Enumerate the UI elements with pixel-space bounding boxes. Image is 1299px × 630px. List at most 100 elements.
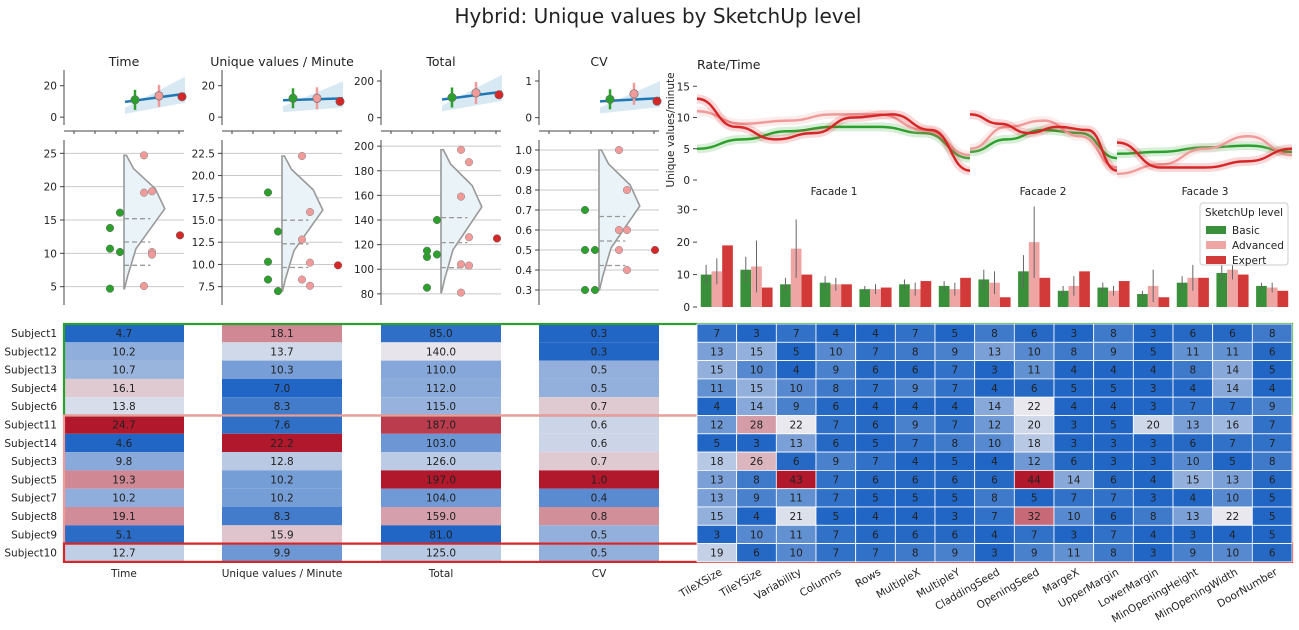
param-cell-value: 5 [713, 438, 720, 450]
bar-expert [722, 245, 733, 307]
cell-value: 19.1 [112, 511, 135, 523]
series-line [696, 97, 971, 172]
row-label: Subject1 [11, 328, 57, 340]
param-cell-value: 18 [710, 456, 723, 468]
param-cell-value: 6 [872, 474, 879, 486]
cell-value: 0.5 [591, 383, 608, 395]
param-cell-value: 10 [1226, 548, 1239, 560]
y-tick-label: 0.5 [515, 245, 532, 257]
row-label: Subject14 [4, 438, 57, 450]
param-cell-value: 5 [1269, 493, 1276, 505]
param-cell-value: 6 [832, 438, 839, 450]
bar-basic [978, 279, 990, 307]
bar-basic [1176, 282, 1188, 307]
point-advanced [464, 261, 474, 270]
cell-value: 10.7 [112, 365, 135, 377]
cell-value: 10.2 [112, 346, 135, 358]
param-cell-value: 6 [912, 474, 919, 486]
y-tick-label: 200 [354, 76, 374, 88]
cell-value: 110.0 [426, 365, 456, 377]
y-tick-label: 20 [202, 81, 215, 93]
param-cell-value: 7 [872, 456, 879, 468]
heat-cell [381, 470, 501, 489]
param-cell-value: 4 [753, 511, 760, 523]
param-cell-value: 8 [1269, 456, 1276, 468]
bar-advanced [1068, 285, 1080, 307]
point-expert [652, 96, 662, 106]
row-label: Subject9 [11, 529, 57, 541]
param-cell-value: 12 [710, 420, 723, 432]
bar-expert [920, 281, 932, 307]
row-label: Subject11 [4, 420, 57, 432]
point-advanced [139, 151, 149, 160]
y-tick-label: 160 [354, 190, 374, 202]
cell-value: 10.2 [112, 493, 135, 505]
param-cell-value: 11 [1027, 365, 1040, 377]
series-line [1116, 144, 1293, 155]
param-cell-value: 28 [750, 420, 763, 432]
param-cell-value: 11 [1067, 548, 1080, 560]
param-cell-value: 6 [872, 529, 879, 541]
row-label: Subject13 [4, 365, 57, 377]
param-cell-value: 3 [1150, 383, 1157, 395]
y-tick-label: 0 [50, 112, 57, 124]
param-cell-value: 20 [1146, 420, 1159, 432]
param-cell-value: 8 [1269, 328, 1276, 340]
point-basic [273, 287, 283, 296]
point-advanced [471, 88, 481, 98]
bar-basic [740, 269, 752, 307]
param-cell-value: 4 [1150, 365, 1157, 377]
confidence-band [600, 81, 660, 114]
point-advanced [614, 145, 624, 155]
param-cell-value: 5 [1269, 365, 1276, 377]
y-tick-label: 25 [44, 148, 57, 160]
point-expert [492, 234, 502, 243]
bar-basic [780, 284, 791, 307]
y-tick-label: 120 [354, 240, 374, 252]
point-advanced [305, 281, 315, 290]
param-cell-value: 6 [1189, 328, 1196, 340]
heat-cell [539, 360, 659, 379]
heat-cell [64, 360, 184, 379]
param-cell-value: 4 [912, 511, 919, 523]
bar-basic [1018, 271, 1029, 307]
param-cell-value: 4 [912, 456, 919, 468]
row-label: Subject5 [11, 474, 57, 486]
param-cell-value: 4 [1070, 401, 1077, 413]
param-cell-value: 10 [829, 346, 842, 358]
bar-expert [1079, 271, 1090, 307]
param-cell-value: 3 [713, 529, 720, 541]
param-cell-value: 7 [872, 548, 879, 560]
param-cell-value: 6 [832, 401, 839, 413]
bar-advanced [1266, 287, 1278, 307]
cell-value: 125.0 [426, 548, 456, 560]
cell-value: 10.2 [270, 474, 293, 486]
param-cell-value: 6 [951, 529, 958, 541]
param-cell-value: 6 [1269, 548, 1276, 560]
param-cell-value: 7 [872, 383, 879, 395]
param-cell-value: 4 [991, 529, 998, 541]
heat-cell [381, 543, 501, 562]
param-cell-value: 5 [1031, 493, 1038, 505]
y-tick-label: 0 [525, 113, 532, 125]
panel-title: Time [108, 54, 140, 69]
param-cell-value: 15 [710, 511, 723, 523]
param-cell-value: 4 [1229, 529, 1236, 541]
param-cell-value: 7 [872, 346, 879, 358]
param-cell-value: 6 [1070, 456, 1077, 468]
param-cell-value: 14 [1226, 365, 1240, 377]
heat-cell [381, 433, 501, 453]
heat-cell [222, 488, 342, 507]
series-line [1116, 141, 1293, 169]
heat-cell [539, 397, 659, 416]
heat-cell [539, 507, 659, 526]
cell-value: 15.9 [270, 529, 293, 541]
y-tick-label: 0 [367, 113, 374, 125]
bar-advanced [909, 289, 921, 307]
param-cell-value: 9 [1031, 548, 1038, 560]
heat-cell [64, 470, 184, 489]
point-basic [263, 188, 273, 197]
y-tick-label: 20.0 [192, 171, 215, 183]
param-cell-value: 3 [753, 438, 760, 450]
heat-cell [381, 342, 501, 361]
